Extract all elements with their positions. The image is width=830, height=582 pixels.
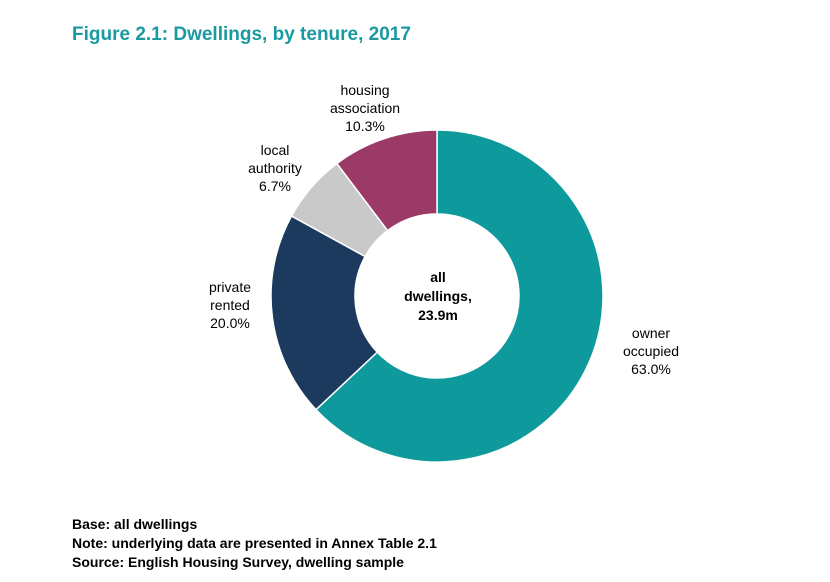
chart-title: Figure 2.1: Dwellings, by tenure, 2017 bbox=[72, 24, 411, 45]
slice-label-housing-association: housing association 10.3% bbox=[329, 82, 401, 134]
donut-slice-private-rented bbox=[270, 215, 379, 411]
donut-slice-owner-occupied bbox=[314, 129, 604, 463]
slice-label-local-authority: local authority 6.7% bbox=[248, 142, 302, 194]
donut-center-label: all dwellings, 23.9m bbox=[404, 269, 472, 323]
donut-chart bbox=[270, 129, 604, 463]
slice-label-owner-occupied: owner occupied 63.0% bbox=[622, 325, 680, 377]
slice-label-private-rented: private rented 20.0% bbox=[208, 279, 252, 331]
footer-source: Source: English Housing Survey, dwelling… bbox=[72, 554, 404, 570]
footer-note: Note: underlying data are presented in A… bbox=[72, 535, 437, 551]
footer-base: Base: all dwellings bbox=[72, 516, 198, 532]
chart-footer: Base: all dwellings Note: underlying dat… bbox=[72, 515, 437, 572]
donut-slice-housing-association bbox=[335, 129, 438, 232]
